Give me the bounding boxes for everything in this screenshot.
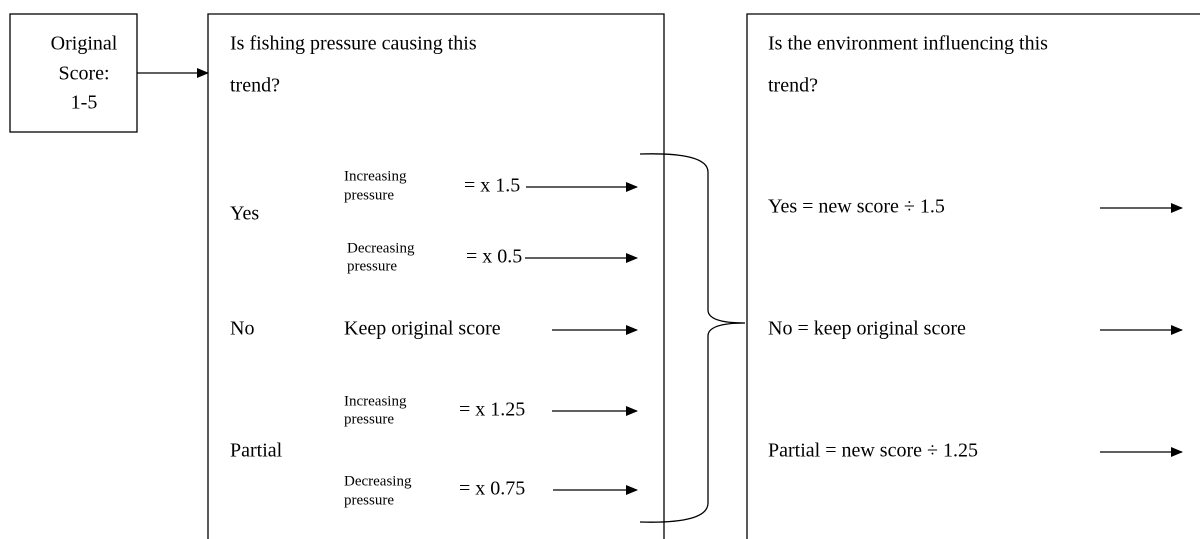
condition: Decreasing — [347, 240, 415, 256]
option-label: Yes — [230, 203, 259, 225]
start-text: 1-5 — [71, 92, 98, 114]
environment-option: Yes = new score ÷ 1.5 — [768, 196, 945, 218]
fishing-title: Is fishing pressure causing this — [230, 33, 477, 55]
fishing-box — [207, 13, 665, 539]
environment-title: Is the environment influencing this — [768, 33, 1048, 55]
condition: Increasing — [344, 168, 407, 184]
condition: pressure — [344, 492, 394, 508]
condition: pressure — [347, 258, 397, 274]
brace — [639, 153, 746, 523]
result: = x 1.5 — [464, 175, 520, 197]
environment-option: Partial = new score ÷ 1.25 — [768, 440, 978, 462]
result: = x 0.5 — [466, 246, 522, 268]
option-label: No — [230, 318, 254, 340]
start-text: Original — [51, 33, 118, 55]
environment-option: No = keep original score — [768, 318, 966, 340]
option-label: Partial — [230, 440, 283, 462]
fishing-title: trend? — [230, 75, 280, 97]
condition: Decreasing — [344, 473, 412, 489]
result: = x 0.75 — [459, 478, 525, 500]
condition: Increasing — [344, 393, 407, 409]
start-text: Score: — [58, 63, 109, 85]
environment-title: trend? — [768, 75, 818, 97]
result: = x 1.25 — [459, 399, 525, 421]
condition: pressure — [344, 411, 394, 427]
result: Keep original score — [344, 318, 501, 340]
condition: pressure — [344, 187, 394, 203]
environment-box — [746, 13, 1200, 539]
